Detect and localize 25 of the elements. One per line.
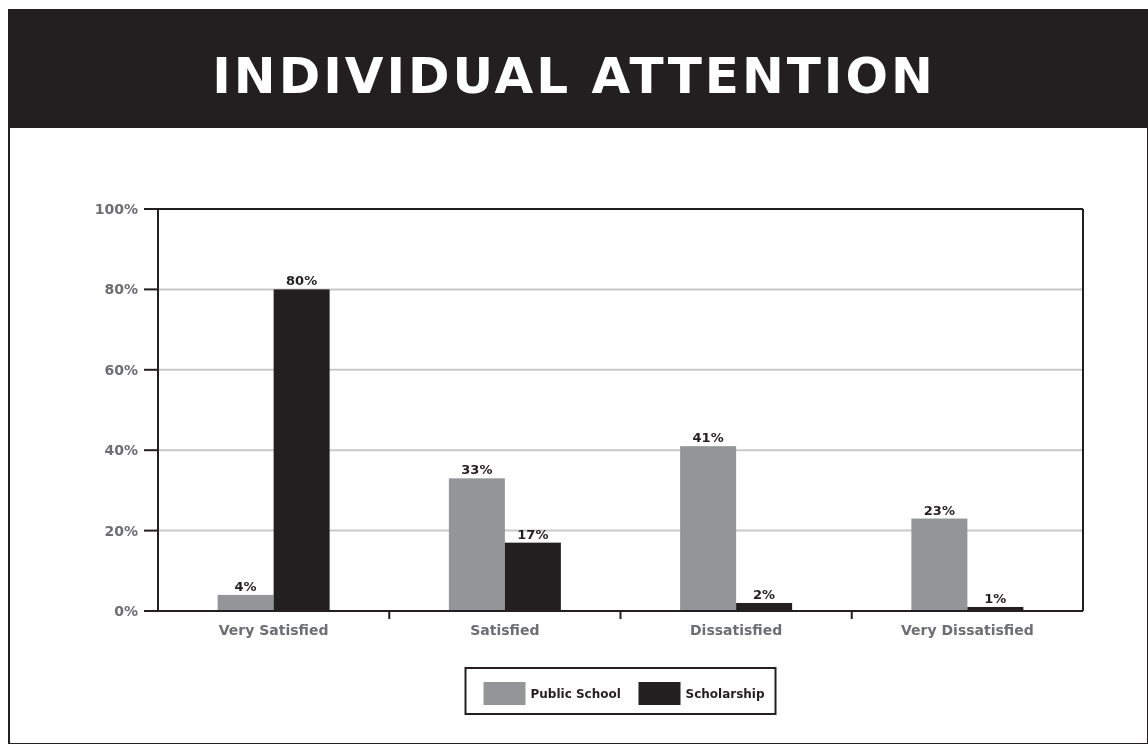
- y-tick-label: 100%: [94, 201, 138, 217]
- bar: [911, 518, 968, 611]
- chart-title: INDIVIDUAL ATTENTION: [212, 47, 936, 105]
- data-label: 4%: [234, 578, 257, 594]
- bar: [217, 594, 274, 611]
- y-tick-label: 80%: [104, 281, 138, 298]
- y-tick-label: 20%: [104, 522, 138, 539]
- x-tick-label: Dissatisfied: [689, 622, 783, 638]
- data-label: 17%: [517, 526, 549, 542]
- legend-label: Public School: [530, 687, 621, 701]
- legend-label: Scholarship: [685, 687, 765, 701]
- x-tick-label: Very Satisfied: [218, 622, 329, 638]
- bar: [680, 446, 737, 611]
- x-tick-label: Very Dissatisfied: [901, 622, 1034, 638]
- bar: [448, 478, 505, 611]
- data-label: 23%: [923, 502, 955, 518]
- data-label: 2%: [753, 586, 776, 602]
- y-tick-label: 0%: [114, 603, 138, 619]
- data-label: 41%: [692, 430, 724, 446]
- y-tick-label: 40%: [104, 442, 138, 459]
- data-label: 1%: [984, 590, 1007, 606]
- y-tick-label: 60%: [104, 361, 138, 378]
- x-tick-label: Satisfied: [470, 622, 540, 638]
- data-label: 33%: [461, 462, 493, 478]
- data-label: 80%: [286, 273, 318, 289]
